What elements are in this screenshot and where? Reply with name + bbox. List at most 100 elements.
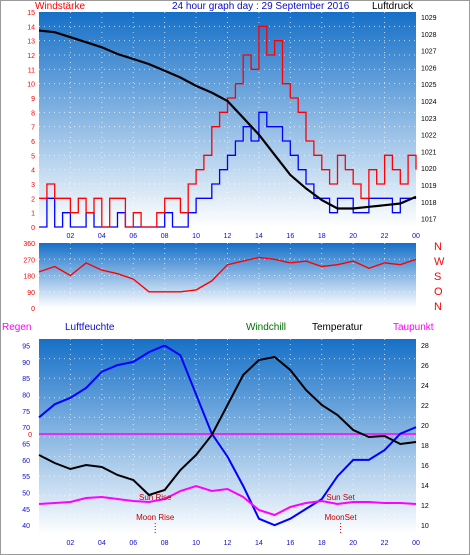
temp-x-tick-08: 08 (161, 540, 169, 547)
wind-x-tick-04: 04 (98, 233, 106, 240)
wind-x-tick-06: 06 (129, 233, 137, 240)
humidity-tick-80: 80 (22, 393, 30, 400)
wind-speed-tick-4: 4 (31, 168, 35, 175)
wind-speed-tick-1: 1 (31, 211, 35, 218)
wind-x-tick-10: 10 (192, 233, 200, 240)
pressure-tick-1021: 1021 (421, 149, 437, 156)
wind-speed-tick-14: 14 (27, 24, 35, 31)
temp-x-tick-20: 20 (349, 540, 357, 547)
pressure-tick-1029: 1029 (421, 15, 437, 22)
pressure-tick-1024: 1024 (421, 99, 437, 106)
humidity-tick-85: 85 (22, 376, 30, 383)
windchill-label: Windchill (246, 322, 286, 333)
pressure-tick-1018: 1018 (421, 200, 437, 207)
rain-label: Regen (2, 322, 31, 333)
humidity-tick-75: 75 (22, 409, 30, 416)
temperature-series-line (38, 355, 417, 497)
humidity-tick-95: 95 (22, 344, 30, 351)
temp-x-tick-18: 18 (318, 540, 326, 547)
temperature-tick-20: 20 (421, 423, 429, 430)
temperature-label: Temperatur (312, 322, 363, 333)
pressure-tick-1020: 1020 (421, 166, 437, 173)
pressure-tick-1017: 1017 (421, 217, 437, 224)
compass-label-1: W (434, 256, 445, 268)
temperature-tick-16: 16 (421, 463, 429, 470)
wind-speed-label: Windstärke (35, 1, 85, 12)
pressure-label: Luftdruck (372, 1, 414, 12)
temp-x-tick-10: 10 (192, 540, 200, 547)
temp-x-tick-12: 12 (224, 540, 232, 547)
temperature-tick-10: 10 (421, 523, 429, 530)
compass-label-4: N (434, 301, 442, 313)
compass-label-2: S (434, 271, 441, 283)
pressure-tick-1027: 1027 (421, 49, 437, 56)
humidity-tick-70: 70 (22, 425, 30, 432)
astro-event-label: Sun Rise (139, 493, 172, 502)
direction-tick-360: 360 (23, 241, 35, 248)
humidity-label: Luftfeuchte (65, 322, 115, 333)
direction-tick-270: 270 (23, 257, 35, 264)
gust-series-line (39, 111, 416, 228)
wind-x-tick-12: 12 (224, 233, 232, 240)
temperature-tick-28: 28 (421, 343, 429, 350)
temperature-tick-18: 18 (421, 443, 429, 450)
wind-speed-tick-5: 5 (31, 153, 35, 160)
temp-x-tick-14: 14 (255, 540, 263, 547)
astro-event-label: Sun Set (326, 493, 355, 502)
astro-event-label: MoonSet (325, 513, 358, 522)
wind-speed-tick-2: 2 (31, 196, 35, 203)
temp-x-tick-22: 22 (381, 540, 389, 547)
pressure-series-line (38, 29, 417, 210)
temperature-humidity-chart: 0404550556065707580859095101214161820222… (22, 339, 429, 547)
temperature-tick-24: 24 (421, 383, 429, 390)
temperature-tick-12: 12 (421, 503, 429, 510)
pressure-tick-1019: 1019 (421, 183, 437, 190)
wind-x-tick-20: 20 (349, 233, 357, 240)
humidity-tick-60: 60 (22, 458, 30, 465)
compass-label-3: O (434, 286, 443, 298)
humidity-tick-65: 65 (22, 442, 30, 449)
dewpoint-label: Taupunkt (393, 322, 434, 333)
rain-zero-label: 0 (28, 432, 32, 439)
wind-pressure-chart: 0123456789101112131415101710181019102010… (27, 10, 436, 240)
pressure-tick-1025: 1025 (421, 82, 437, 89)
wind-speed-tick-15: 15 (27, 10, 35, 17)
humidity-series-line (38, 344, 417, 527)
wind-speed-tick-11: 11 (28, 67, 35, 74)
humidity-tick-45: 45 (22, 507, 30, 514)
graph-title: 24 hour graph day : 29 September 2016 (172, 1, 350, 12)
wind-direction-series-line (38, 256, 417, 293)
temp-x-tick-16: 16 (286, 540, 294, 547)
temperature-tick-26: 26 (421, 363, 429, 370)
wind-speed-tick-12: 12 (27, 53, 35, 60)
pressure-tick-1022: 1022 (421, 133, 437, 140)
wind-speed-tick-9: 9 (31, 96, 35, 103)
temp-x-tick-00: 00 (412, 540, 420, 547)
humidity-tick-90: 90 (22, 360, 30, 367)
direction-tick-180: 180 (23, 274, 35, 281)
wind-x-tick-00: 00 (412, 233, 420, 240)
pressure-tick-1028: 1028 (421, 32, 437, 39)
wind-x-tick-16: 16 (286, 233, 294, 240)
wind-speed-tick-7: 7 (31, 125, 35, 132)
wind-x-tick-14: 14 (255, 233, 263, 240)
direction-tick-0: 0 (31, 306, 35, 313)
wind-x-tick-08: 08 (161, 233, 169, 240)
humidity-tick-50: 50 (22, 491, 30, 498)
compass-label-0: N (434, 241, 442, 253)
pressure-tick-1026: 1026 (421, 65, 437, 72)
wind-x-tick-22: 22 (381, 233, 389, 240)
temperature-tick-14: 14 (421, 483, 429, 490)
wind-speed-tick-10: 10 (27, 82, 35, 89)
temp-x-tick-06: 06 (129, 540, 137, 547)
wind-speed-tick-0: 0 (31, 225, 35, 232)
temp-x-tick-02: 02 (67, 540, 75, 547)
wind-speed-tick-6: 6 (31, 139, 35, 146)
wind-speed-tick-13: 13 (27, 39, 35, 46)
pressure-tick-1023: 1023 (421, 116, 437, 123)
humidity-tick-40: 40 (22, 523, 30, 530)
temp-x-tick-04: 04 (98, 540, 106, 547)
dewpoint-series-line (38, 484, 417, 517)
